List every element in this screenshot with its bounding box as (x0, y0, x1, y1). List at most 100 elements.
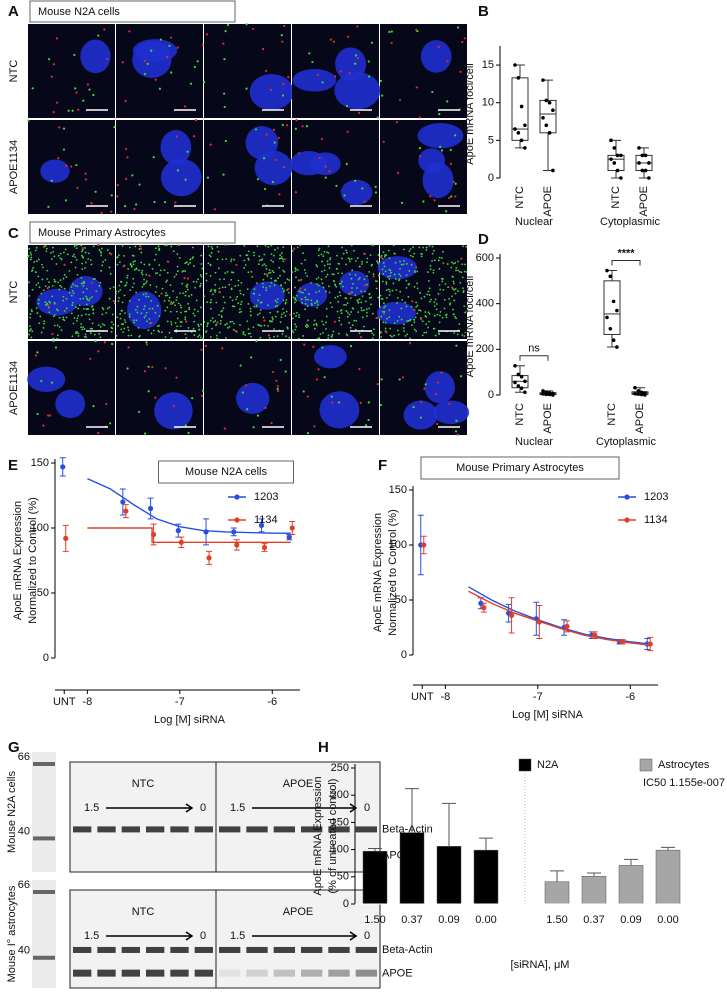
foci (246, 320, 249, 323)
foci (398, 315, 401, 318)
foci (281, 94, 285, 97)
foci (158, 314, 161, 317)
foci (406, 262, 408, 265)
foci (366, 275, 368, 277)
foci (133, 207, 136, 211)
foci (254, 128, 258, 131)
foci (440, 149, 444, 152)
foci (348, 313, 351, 316)
foci (28, 329, 31, 332)
foci (44, 301, 47, 304)
foci (71, 304, 74, 307)
foci (253, 288, 256, 291)
foci (123, 204, 127, 208)
foci (84, 251, 87, 254)
foci (71, 290, 74, 292)
foci (284, 314, 287, 317)
foci (58, 316, 61, 319)
foci (420, 318, 423, 321)
foci (221, 286, 224, 289)
foci (381, 268, 384, 271)
foci (48, 300, 51, 303)
foci (372, 273, 375, 276)
foci (42, 424, 45, 427)
foci (270, 277, 272, 280)
point (516, 384, 521, 388)
foci (456, 433, 459, 436)
micrograph (115, 244, 204, 340)
foci (217, 250, 220, 253)
foci (176, 296, 178, 299)
foci (351, 307, 354, 310)
foci (123, 254, 125, 257)
foci (448, 196, 451, 200)
foci (216, 245, 219, 248)
legend-marker (624, 494, 630, 500)
foci (382, 302, 385, 305)
foci (398, 279, 400, 282)
foci (87, 252, 90, 255)
band (328, 969, 350, 977)
foci (239, 289, 241, 292)
foci (158, 249, 161, 252)
foci (421, 320, 424, 323)
foci (125, 281, 128, 284)
foci (193, 65, 196, 69)
foci (461, 276, 464, 279)
foci (129, 289, 132, 292)
foci (187, 302, 190, 305)
gradient-end: 0 (200, 930, 206, 942)
band (301, 826, 323, 833)
foci (460, 271, 463, 274)
x-tick-label: UNT (53, 696, 76, 708)
foci (449, 162, 453, 165)
foci (170, 336, 173, 339)
foci (80, 326, 82, 329)
significance: **** (617, 247, 635, 259)
foci (271, 320, 274, 323)
foci (316, 73, 320, 77)
foci (158, 295, 161, 297)
gradient-start: 1.5 (84, 802, 99, 814)
y-tick-label: 10 (482, 97, 494, 109)
foci (68, 270, 71, 272)
legend-swatch (518, 758, 532, 772)
foci (322, 323, 325, 326)
foci (405, 286, 408, 289)
foci (393, 322, 396, 324)
foci (428, 320, 430, 323)
foci (56, 101, 59, 104)
foci (154, 247, 157, 250)
foci (128, 313, 131, 316)
foci (153, 200, 156, 204)
foci (65, 276, 68, 278)
foci (398, 378, 401, 381)
foci (110, 326, 113, 329)
foci (243, 259, 246, 262)
foci (355, 319, 358, 322)
foci (423, 387, 426, 390)
fit-line (468, 586, 649, 645)
foci (145, 292, 147, 295)
foci (358, 367, 361, 371)
foci (44, 244, 47, 247)
foci (461, 40, 464, 44)
point (605, 268, 609, 273)
foci (413, 285, 416, 288)
point (615, 168, 620, 173)
foci (97, 350, 100, 353)
foci (42, 245, 45, 249)
foci (322, 255, 325, 258)
foci (83, 282, 86, 284)
foci (361, 309, 363, 312)
foci (56, 334, 59, 337)
foci (339, 294, 342, 297)
foci (110, 330, 113, 333)
foci (53, 314, 56, 316)
foci (89, 332, 92, 335)
point (516, 131, 521, 135)
foci (317, 254, 320, 257)
foci (205, 330, 208, 332)
foci (283, 270, 286, 273)
foci (103, 324, 106, 327)
